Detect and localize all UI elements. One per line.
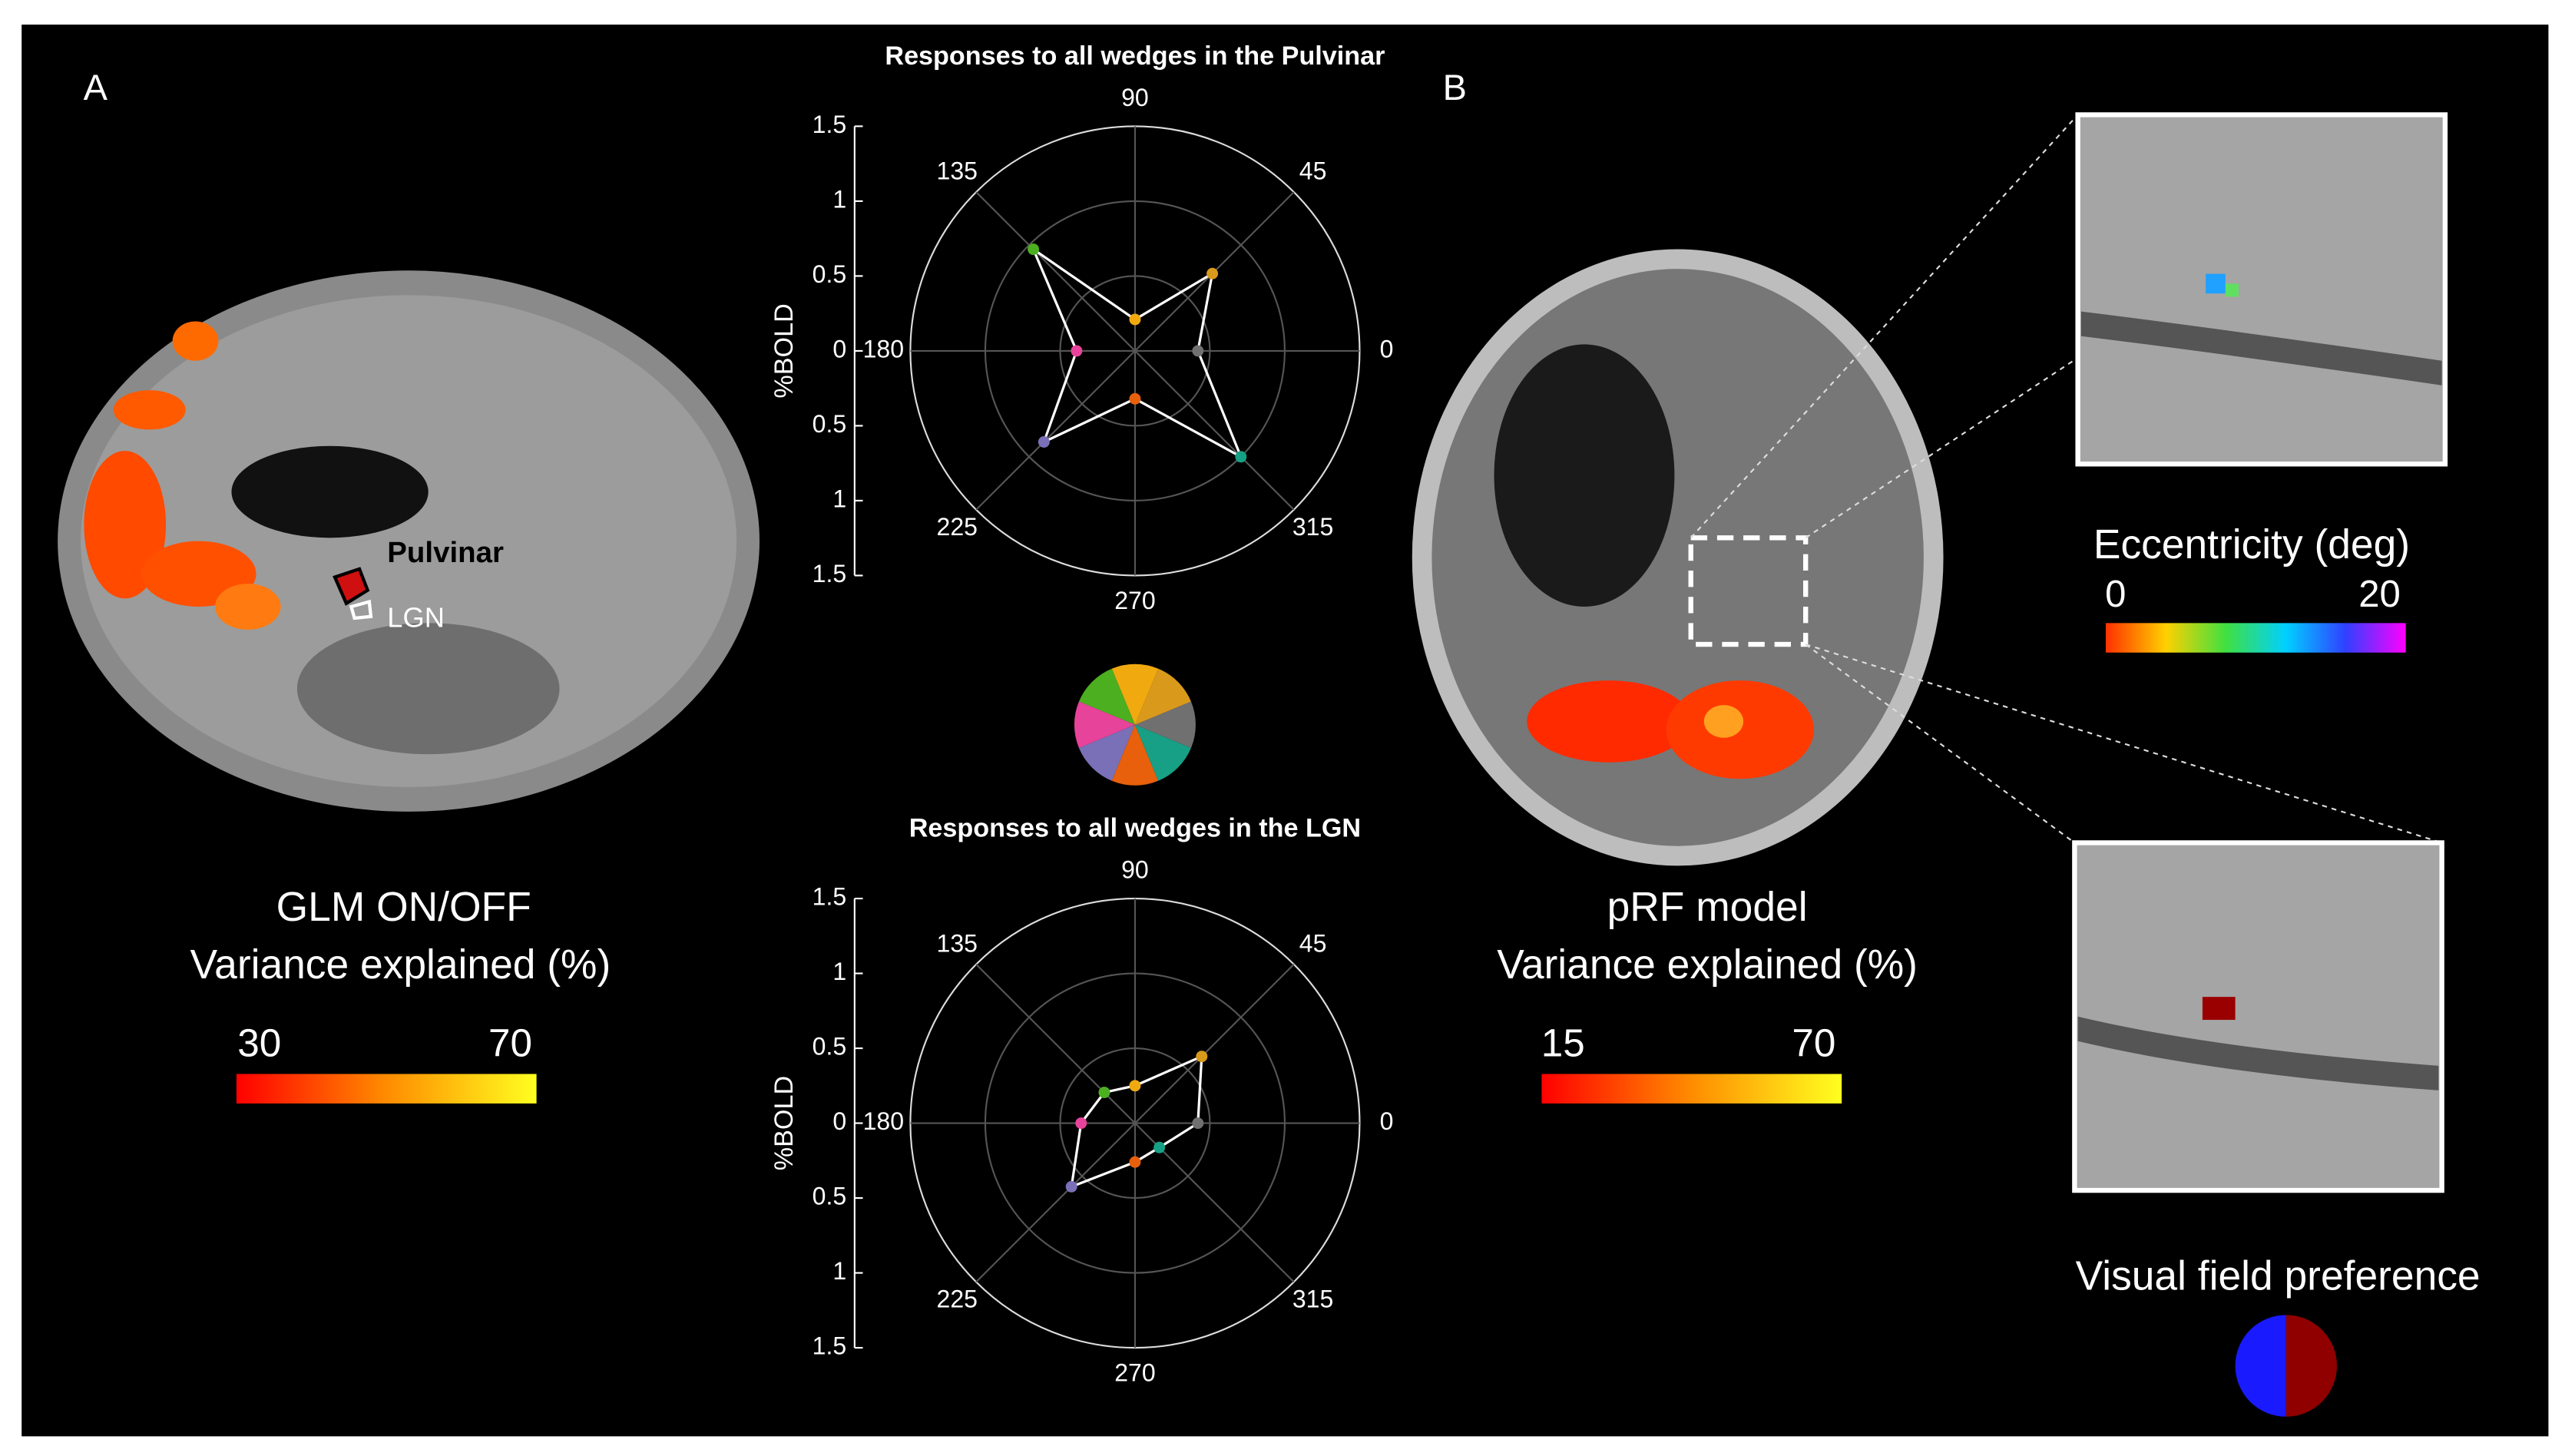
- y-tick-label: 1.5: [813, 560, 847, 587]
- y-tick-label: 0.5: [813, 1033, 847, 1061]
- theta-tick-label: 90: [1121, 855, 1149, 883]
- y-tick-label: 1.5: [813, 1332, 847, 1360]
- chart-title: Responses to all wedges in the LGN: [909, 813, 1361, 842]
- wedge-key: [1111, 663, 1159, 725]
- colorbar-label: 30: [237, 1021, 281, 1065]
- visual-field-icon: [2235, 1315, 2337, 1417]
- spoke: [975, 963, 1136, 1124]
- colorbar-title: Eccentricity (deg): [2093, 522, 2410, 568]
- colorbar-label: 15: [1541, 1021, 1585, 1065]
- theta-tick-label: 270: [1114, 1359, 1155, 1387]
- polar-point: [1129, 1156, 1141, 1168]
- polar-point: [1075, 1117, 1087, 1130]
- colorbar: [236, 1074, 537, 1104]
- theta-tick-label: 180: [863, 1107, 904, 1135]
- roi-label: LGN: [387, 602, 445, 634]
- theta-tick-label: 225: [937, 513, 978, 541]
- annotations: A B Pulvinar LGN GLM ON/OFF Variance exp…: [84, 67, 2481, 1299]
- wedge-key: [1111, 724, 1159, 786]
- polar-point: [1235, 451, 1247, 463]
- y-tick-label: 1.5: [813, 883, 847, 911]
- y-tick-label: 1: [832, 485, 846, 512]
- y-tick-label: 1.5: [813, 111, 847, 138]
- theta-tick-label: 225: [937, 1286, 978, 1313]
- caption: pRF model: [1607, 885, 1808, 930]
- polar-point: [1129, 1080, 1141, 1092]
- caption: Variance explained (%): [1497, 942, 1918, 988]
- colorbar-label: 70: [1792, 1021, 1835, 1065]
- colorbar-label: 0: [2105, 574, 2126, 615]
- wedge-key: [1078, 668, 1135, 725]
- polar-point: [1098, 1087, 1110, 1099]
- theta-tick-label: 0: [1380, 335, 1394, 362]
- theta-tick-label: 180: [863, 335, 904, 362]
- y-tick-label: 0.5: [813, 410, 847, 438]
- spoke: [975, 1122, 1136, 1283]
- colorbar: [1541, 1074, 1842, 1104]
- theta-tick-label: 0: [1380, 1107, 1394, 1135]
- caption: Visual field preference: [2076, 1253, 2481, 1299]
- spoke: [975, 191, 1136, 352]
- polar-point: [1196, 1051, 1208, 1063]
- y-axis-label: %BOLD: [770, 303, 799, 398]
- wedge-key: [1078, 724, 1135, 781]
- y-tick-label: 1: [832, 958, 846, 985]
- theta-tick-label: 45: [1299, 929, 1327, 957]
- theta-tick-label: 270: [1114, 587, 1155, 614]
- colorbar-label: 20: [2358, 574, 2401, 615]
- caption: GLM ON/OFF: [276, 885, 531, 930]
- roi-label: Pulvinar: [387, 536, 504, 569]
- sagittal-brain: [58, 270, 760, 812]
- panel-label: B: [1443, 67, 1467, 108]
- polar-point: [1071, 345, 1083, 357]
- zoom-insets: [2072, 112, 2448, 1193]
- colorbar: [2105, 623, 2406, 653]
- y-axis-label: %BOLD: [770, 1076, 799, 1170]
- polar-point: [1206, 267, 1219, 280]
- y-tick-label: 0.5: [813, 1183, 847, 1210]
- wedge-key: [1134, 724, 1191, 781]
- y-tick-label: 0.5: [813, 260, 847, 288]
- wedge-key: [1134, 668, 1191, 725]
- polar-point: [1028, 243, 1040, 256]
- y-tick-label: 1: [832, 1257, 846, 1285]
- y-tick-label: 0: [832, 335, 846, 362]
- theta-tick-label: 135: [937, 929, 978, 957]
- caption: Variance explained (%): [190, 942, 611, 988]
- spoke: [1134, 350, 1295, 511]
- polar-point: [1192, 345, 1204, 357]
- theta-tick-label: 135: [937, 157, 978, 185]
- chart-title: Responses to all wedges in the Pulvinar: [885, 41, 1385, 71]
- y-tick-label: 0: [832, 1107, 846, 1135]
- polar-point: [1065, 1180, 1077, 1193]
- wedge-key: [1074, 701, 1135, 748]
- polar-point: [1192, 1117, 1204, 1130]
- theta-tick-label: 45: [1299, 157, 1327, 185]
- panel-label: A: [84, 67, 108, 108]
- spoke: [975, 350, 1136, 511]
- theta-tick-label: 315: [1292, 513, 1333, 541]
- spoke: [1134, 963, 1295, 1124]
- wedge-key: [1134, 701, 1196, 748]
- theta-tick-label: 90: [1121, 84, 1149, 111]
- y-tick-label: 1: [832, 185, 846, 213]
- polar-point: [1038, 436, 1050, 448]
- theta-tick-label: 315: [1292, 1286, 1333, 1313]
- polar-point: [1153, 1141, 1166, 1153]
- colorbar-label: 70: [488, 1021, 532, 1065]
- polar-point: [1129, 313, 1141, 326]
- polar-point: [1129, 392, 1141, 405]
- axial-brain: [1412, 114, 2446, 866]
